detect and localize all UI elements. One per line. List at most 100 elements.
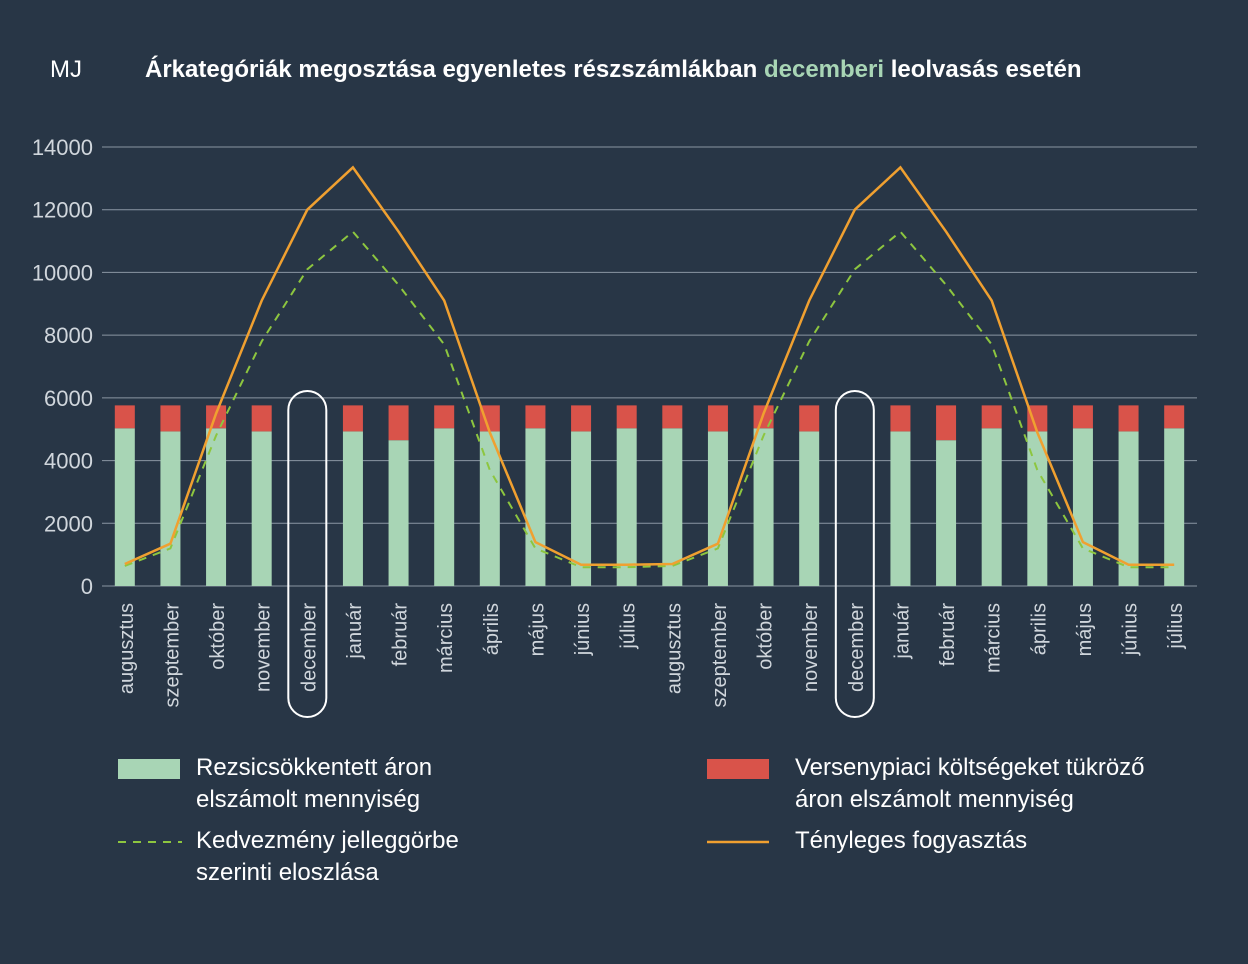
bar-market: [707, 405, 728, 432]
actual-consumption-line: [124, 165, 1175, 566]
x-tick-label: január: [891, 603, 913, 660]
bar-regulated: [114, 428, 135, 586]
x-tick-label: szeptember: [161, 603, 183, 708]
x-tick-label: december: [846, 603, 868, 692]
x-tick-label: január: [344, 603, 366, 660]
bar-market: [890, 405, 911, 432]
bar-regulated: [388, 440, 409, 586]
bar-regulated: [890, 431, 911, 586]
bar-regulated: [206, 428, 227, 586]
chart-title-part1: Árkategóriák megosztása egyenletes részs…: [145, 55, 764, 83]
y-tick-label: 4000: [44, 449, 93, 474]
x-tick-label: április: [1028, 603, 1050, 655]
bar-market: [981, 405, 1002, 429]
legend-dashed-label: Kedvezmény jelleggörbe szerinti eloszlás…: [196, 825, 459, 889]
legend-dashed-line2: szerinti eloszlása: [196, 859, 379, 886]
bar-regulated: [753, 428, 774, 586]
x-tick-label: június: [572, 603, 594, 656]
x-tick-label: november: [800, 603, 822, 692]
bar-regulated: [799, 431, 820, 586]
bar-market: [571, 405, 592, 432]
bar-market: [251, 405, 272, 432]
x-tick-label: február: [937, 603, 959, 667]
bar-market: [1072, 405, 1093, 429]
y-tick-label: 12000: [32, 198, 93, 223]
bar-regulated: [525, 428, 546, 586]
bar-regulated: [342, 431, 363, 586]
x-tick-label: augusztus: [116, 603, 138, 694]
x-tick-label: május: [1074, 603, 1096, 656]
y-axis-unit: MJ: [50, 56, 82, 83]
bar-regulated: [160, 431, 181, 586]
bar-regulated: [571, 431, 592, 586]
bar-regulated: [251, 431, 272, 586]
december-highlight-outline: [287, 390, 328, 718]
x-tick-label: július: [618, 603, 640, 650]
bar-regulated: [1118, 431, 1139, 586]
bar-regulated: [662, 428, 683, 586]
bar-market: [160, 405, 181, 432]
bar-regulated: [479, 431, 500, 586]
legend-solid-label: Tényleges fogyasztás: [795, 825, 1027, 857]
x-tick-label: február: [390, 603, 412, 667]
x-tick-label: március: [983, 603, 1005, 673]
x-tick-label: április: [481, 603, 503, 655]
x-tick-label: március: [435, 603, 457, 673]
legend-solid-swatch: [707, 840, 769, 844]
bar-market: [1027, 405, 1048, 432]
bar-regulated: [616, 428, 637, 586]
x-tick-label: szeptember: [709, 603, 731, 708]
x-tick-label: december: [298, 603, 320, 692]
bar-market: [525, 405, 546, 429]
y-tick-label: 14000: [32, 135, 93, 160]
bar-market: [434, 405, 455, 429]
legend-red-line1: Versenypiaci költségeket tükröző: [795, 754, 1145, 781]
y-tick-label: 2000: [44, 511, 93, 536]
december-highlight-outline: [834, 390, 875, 718]
legend-red-swatch: [707, 759, 769, 779]
legend-red-label: Versenypiaci költségeket tükröző áron el…: [795, 752, 1145, 816]
legend-green-line1: Rezsicsökkentett áron: [196, 754, 433, 781]
bar-market: [388, 405, 409, 441]
x-tick-label: október: [755, 603, 777, 670]
y-tick-label: 10000: [32, 260, 93, 285]
y-tick-label: 8000: [44, 323, 93, 348]
legend-dashed-line1: Kedvezmény jelleggörbe: [196, 827, 459, 854]
x-tick-label: november: [253, 603, 275, 692]
bar-market: [799, 405, 820, 432]
bar-market: [1118, 405, 1139, 432]
bar-market: [342, 405, 363, 432]
bar-regulated: [1027, 431, 1048, 586]
bar-regulated: [936, 440, 957, 586]
bar-market: [936, 405, 957, 441]
legend-green-line2: elszámolt mennyiség: [196, 786, 421, 813]
bar-market: [1164, 405, 1185, 429]
bar-market: [479, 405, 500, 432]
y-tick-label: 6000: [44, 386, 93, 411]
legend-green-swatch: [118, 759, 180, 779]
legend-green-label: Rezsicsökkentett áron elszámolt mennyisé…: [196, 752, 432, 816]
legend-solid-line1: Tényleges fogyasztás: [795, 827, 1028, 854]
legend-dashed-swatch: [118, 841, 182, 843]
x-tick-label: augusztus: [663, 603, 685, 694]
bar-market: [662, 405, 683, 429]
bar-market: [114, 405, 135, 429]
x-tick-label: október: [207, 603, 229, 670]
chart-title: Árkategóriák megosztása egyenletes részs…: [145, 55, 1082, 83]
discount-curve-line: [124, 230, 1175, 569]
x-tick-label: június: [1120, 603, 1142, 656]
x-tick-label: július: [1165, 603, 1187, 650]
y-tick-label: 0: [81, 574, 93, 599]
bar-regulated: [434, 428, 455, 586]
bar-regulated: [1072, 428, 1093, 586]
bar-regulated: [981, 428, 1002, 586]
legend-red-line2: áron elszámolt mennyiség: [795, 786, 1074, 813]
bar-regulated: [707, 431, 728, 586]
chart-title-part2: leolvasás esetén: [884, 56, 1081, 83]
bar-regulated: [1164, 428, 1185, 586]
chart-title-highlight: decemberi: [764, 56, 884, 83]
bar-market: [616, 405, 637, 429]
x-tick-label: május: [526, 603, 548, 656]
